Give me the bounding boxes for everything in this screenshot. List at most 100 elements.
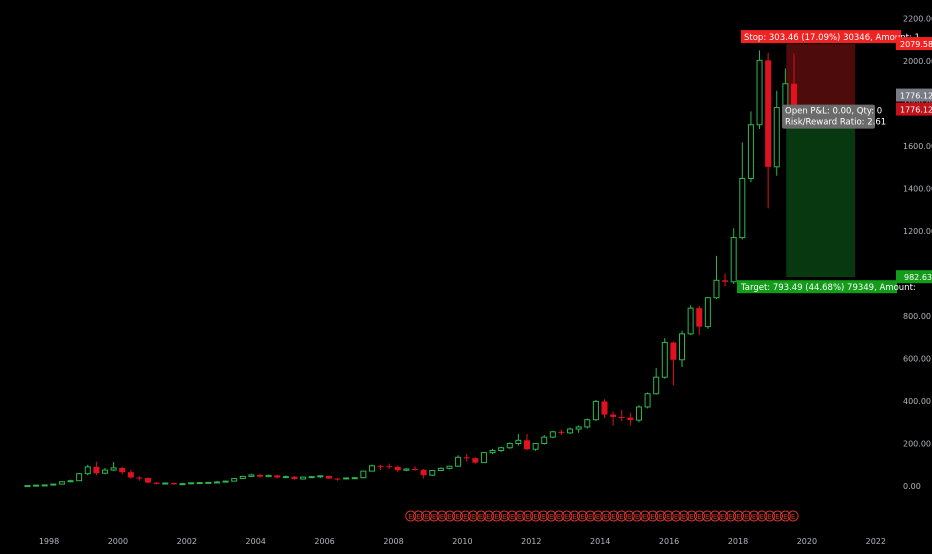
earnings-badge-letter: E [689, 513, 693, 521]
earnings-badge: E [678, 510, 690, 522]
candle-body [584, 419, 591, 428]
earnings-badge-letter: E [643, 513, 647, 521]
open-pl-label: Open P&L: 0.00, Qty: 0 [785, 107, 882, 117]
candle [403, 468, 410, 472]
earnings-badge: E [498, 510, 510, 522]
candle [127, 470, 134, 479]
candle-body [145, 477, 152, 483]
candle [119, 466, 126, 475]
earnings-badge-letter: E [713, 513, 717, 521]
earnings-badge-letter: E [572, 513, 576, 521]
earnings-badge-circle [654, 510, 666, 522]
earnings-badge-circle [631, 510, 643, 522]
candle [420, 469, 427, 479]
y-tick-label: 600.00 [903, 355, 931, 364]
last-price-tag [896, 88, 932, 102]
candle [196, 482, 203, 485]
candle-body [67, 480, 74, 483]
earnings-badge-letter: E [728, 513, 732, 521]
earnings-badge-letter: E [682, 513, 686, 521]
earnings-badge: E [491, 510, 503, 522]
candle-body [162, 482, 169, 485]
candle-body [446, 465, 453, 469]
candle-body [179, 483, 186, 486]
earnings-badge-letter: E [791, 513, 795, 521]
earnings-badge-circle [553, 510, 565, 522]
earnings-badge-circle [701, 510, 713, 522]
earnings-badge-circle [428, 510, 440, 522]
candle-body [412, 469, 419, 470]
earnings-badge: E [506, 510, 518, 522]
earnings-badge-circle [584, 510, 596, 522]
candle [377, 464, 384, 471]
x-tick-label: 2010 [452, 537, 472, 546]
earnings-badge-letter: E [619, 513, 623, 521]
earnings-badge-letter: E [557, 513, 561, 521]
candle-body [610, 414, 617, 417]
earnings-badge: E [662, 510, 674, 522]
time-axis: 1998 2000 2002 2004 2006 2008 2010 2012 2014 2016… [39, 537, 886, 546]
earnings-badge: E [576, 510, 588, 522]
candle [489, 448, 496, 455]
position-zones [786, 44, 856, 278]
earnings-badge-circle [475, 510, 487, 522]
stop-price-tag [896, 37, 932, 51]
earnings-badge: E [459, 510, 471, 522]
candle [515, 433, 522, 446]
earnings-badge-circle [717, 510, 729, 522]
candle [575, 425, 582, 433]
candle [480, 452, 487, 464]
earnings-badge-letter: E [736, 513, 740, 521]
candle-body [170, 483, 177, 485]
y-tick-label: 400.00 [903, 397, 931, 406]
earnings-badge-letter: E [744, 513, 748, 521]
stop-zone [786, 44, 856, 109]
candle-body [188, 482, 195, 485]
x-tick-label: 2014 [590, 537, 610, 546]
earnings-badge-letter: E [650, 513, 654, 521]
candle [765, 52, 772, 209]
candle-body [205, 481, 212, 484]
earnings-badge: E [522, 510, 534, 522]
candle [300, 476, 307, 480]
earnings-badge: E [444, 510, 456, 522]
candle [739, 142, 746, 240]
candle [713, 255, 720, 299]
price-tags: 2079.58 1776.12 1776.12 982.63 [896, 37, 932, 284]
candle [532, 443, 539, 451]
candle-body [308, 476, 315, 479]
candle-body [696, 308, 703, 327]
candle-body [84, 466, 91, 475]
candle-body [394, 466, 401, 471]
earnings-badge-circle [600, 510, 612, 522]
earnings-badge-letter: E [424, 513, 428, 521]
candle-body [334, 478, 341, 480]
candle [653, 368, 660, 395]
candle-body [670, 342, 677, 360]
earnings-badge-letter: E [416, 513, 420, 521]
earnings-badge-circle [569, 510, 581, 522]
candle-body [351, 477, 358, 480]
x-tick-label: 2016 [659, 537, 679, 546]
earnings-badge: E [631, 510, 643, 522]
earnings-badge: E [452, 510, 464, 522]
candle [291, 476, 298, 480]
earnings-badge-letter: E [487, 513, 491, 521]
candle [601, 399, 608, 418]
stop-price-tag-text: 2079.58 [900, 40, 932, 49]
candle-body [101, 469, 108, 474]
candle-body [41, 484, 48, 487]
earnings-badge-letter: E [580, 513, 584, 521]
candle-body [24, 485, 31, 488]
x-tick-label: 2018 [728, 537, 748, 546]
earnings-badge-circle [608, 510, 620, 522]
candle [257, 473, 264, 478]
earnings-badge-letter: E [518, 513, 522, 521]
candle [334, 477, 341, 481]
earnings-badge: E [647, 510, 659, 522]
earnings-badge-circle [725, 510, 737, 522]
candle-body [532, 443, 539, 450]
candle-body [420, 469, 427, 476]
candle-body [136, 477, 143, 479]
